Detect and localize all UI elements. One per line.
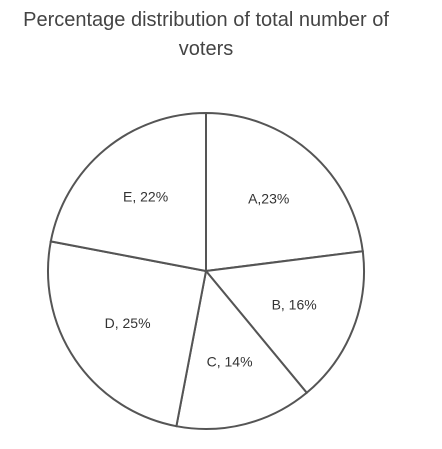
pie-slice bbox=[49, 111, 207, 273]
pie-slice bbox=[47, 240, 208, 428]
data-label: C, 14% bbox=[207, 354, 253, 370]
pie-slice bbox=[175, 268, 309, 430]
data-label: E, 22% bbox=[123, 189, 168, 205]
data-label: B, 16% bbox=[272, 297, 317, 313]
data-label: A,23% bbox=[248, 191, 289, 207]
chart-title: Percentage distribution of total number … bbox=[23, 9, 389, 60]
pie-slice bbox=[205, 111, 364, 273]
data-label: D, 25% bbox=[105, 315, 151, 331]
pie-slice bbox=[204, 250, 365, 395]
